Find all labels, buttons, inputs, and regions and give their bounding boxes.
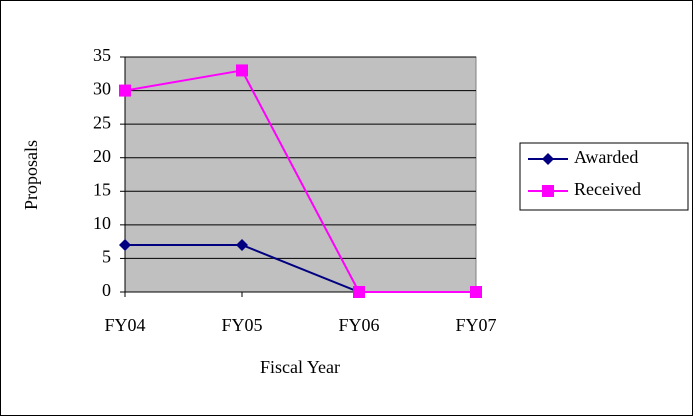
- data-point: [353, 286, 365, 298]
- y-axis-label: Proposals: [21, 140, 41, 210]
- y-tick-label: 0: [102, 280, 111, 300]
- legend: [519, 142, 689, 211]
- y-tick-label: 5: [102, 247, 111, 267]
- legend-marker: [542, 153, 554, 165]
- y-tick-label: 10: [93, 213, 111, 233]
- data-point: [236, 239, 248, 251]
- y-tick-label: 30: [93, 79, 111, 99]
- x-tick-label: FY05: [221, 315, 262, 335]
- plot-area: [124, 56, 477, 293]
- legend-label: Awarded: [574, 147, 638, 167]
- y-tick-label: 25: [93, 112, 111, 132]
- series-line: [124, 69, 476, 293]
- legend-label: Received: [574, 179, 641, 199]
- x-tick-label: FY04: [104, 315, 145, 335]
- legend-marker: [542, 185, 554, 197]
- data-point: [119, 239, 131, 251]
- x-tick-label: FY06: [338, 315, 379, 335]
- data-point: [470, 286, 482, 298]
- y-tick-label: 35: [93, 45, 111, 65]
- x-axis-label: Fiscal Year: [260, 357, 340, 377]
- data-point: [236, 64, 248, 77]
- y-tick-label: 15: [93, 179, 111, 199]
- x-tick-label: FY07: [455, 315, 496, 335]
- y-tick-label: 20: [93, 146, 111, 166]
- data-point: [119, 84, 131, 97]
